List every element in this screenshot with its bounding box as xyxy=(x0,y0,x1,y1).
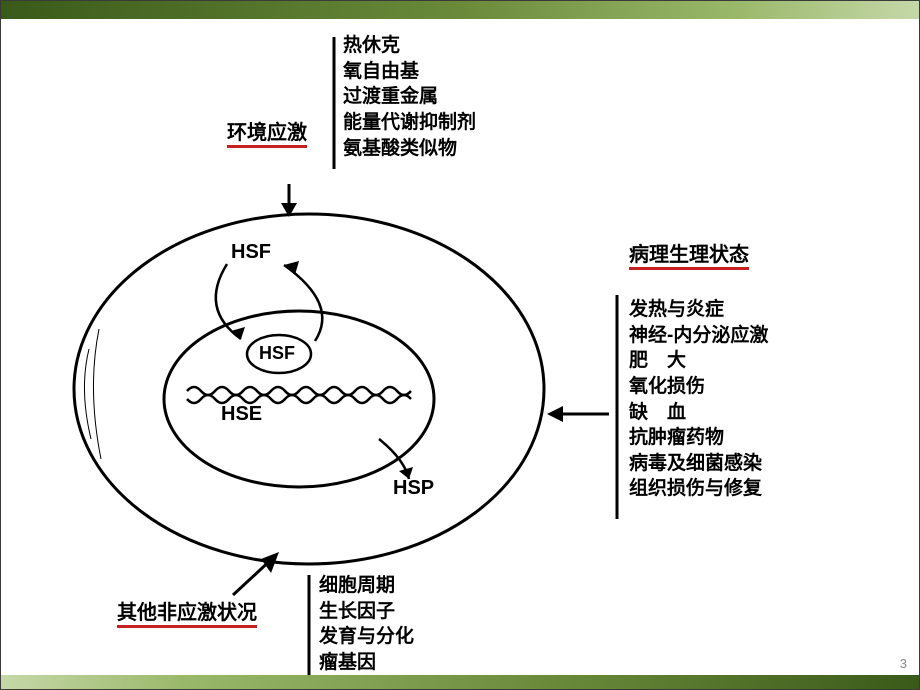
list-item: 抗肿瘤药物 xyxy=(629,425,768,451)
top-group-list: 热休克 氧自由基 过渡重金属 能量代谢抑制剂 氨基酸类似物 xyxy=(343,33,476,161)
list-item: 生长因子 xyxy=(319,599,414,625)
list-item: 氨基酸类似物 xyxy=(343,136,476,162)
right-group-title: 病理生理状态 xyxy=(629,241,749,269)
right-group-title-text: 病理生理状态 xyxy=(629,244,749,270)
top-group-title-text: 环境应激 xyxy=(227,122,307,148)
list-item: 发热与炎症 xyxy=(629,297,768,323)
top-group-title: 环境应激 xyxy=(227,119,307,147)
list-item: 神经-内分泌应激 xyxy=(629,323,768,349)
list-item: 瘤基因 xyxy=(319,650,414,676)
list-item: 病毒及细菌感染 xyxy=(629,451,768,477)
slide-content: HSF HSF HSE HSP 环境应激 热休克 氧自由基 过渡重金属 能量代谢… xyxy=(9,19,911,675)
hsf-top-label: HSF xyxy=(231,241,271,264)
list-item: 氧自由基 xyxy=(343,59,476,85)
bottom-gradient-band xyxy=(1,675,919,689)
list-item: 氧化损伤 xyxy=(629,374,768,400)
hse-label: HSE xyxy=(221,403,262,426)
list-item: 组织损伤与修复 xyxy=(629,476,768,502)
list-item: 缺 血 xyxy=(629,400,768,426)
list-item: 能量代谢抑制剂 xyxy=(343,110,476,136)
bottom-group-title: 其他非应激状况 xyxy=(117,599,257,627)
slide-frame: HSF HSF HSE HSP 环境应激 热休克 氧自由基 过渡重金属 能量代谢… xyxy=(0,0,920,690)
list-item: 肥 大 xyxy=(629,348,768,374)
bottom-group-title-text: 其他非应激状况 xyxy=(117,602,257,628)
hsp-label: HSP xyxy=(393,477,434,500)
hsf-small-label: HSF xyxy=(259,343,295,364)
list-item: 细胞周期 xyxy=(319,573,414,599)
page-number: 3 xyxy=(900,656,907,671)
list-item: 热休克 xyxy=(343,33,476,59)
bottom-group-list: 细胞周期 生长因子 发育与分化 瘤基因 xyxy=(319,573,414,676)
top-gradient-band xyxy=(1,1,919,19)
right-group-list: 发热与炎症 神经-内分泌应激 肥 大 氧化损伤 缺 血 抗肿瘤药物 病毒及细菌感… xyxy=(629,297,768,502)
list-item: 发育与分化 xyxy=(319,624,414,650)
list-item: 过渡重金属 xyxy=(343,84,476,110)
